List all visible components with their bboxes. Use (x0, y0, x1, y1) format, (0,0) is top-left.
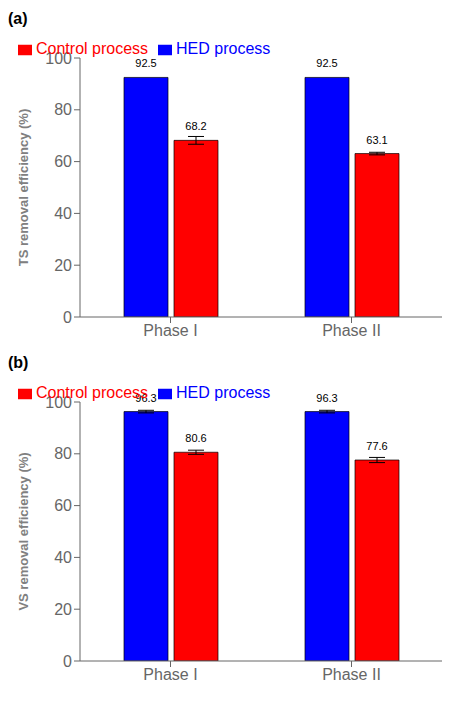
svg-text:Phase II: Phase II (322, 666, 381, 683)
svg-text:60: 60 (54, 153, 72, 170)
svg-text:Phase I: Phase I (143, 322, 197, 339)
svg-text:92.5: 92.5 (135, 57, 156, 69)
svg-text:40: 40 (54, 549, 72, 566)
svg-text:0: 0 (63, 309, 72, 326)
svg-text:100: 100 (45, 50, 72, 67)
svg-text:40: 40 (54, 205, 72, 222)
svg-text:68.2: 68.2 (185, 120, 206, 132)
svg-text:80: 80 (54, 445, 72, 462)
svg-text:96.3: 96.3 (316, 392, 337, 404)
svg-text:92.5: 92.5 (316, 57, 337, 69)
svg-text:VS removal efficiency (%): VS removal efficiency (%) (16, 452, 31, 610)
svg-text:0: 0 (63, 653, 72, 670)
svg-text:77.6: 77.6 (366, 440, 387, 452)
svg-text:Phase I: Phase I (143, 666, 197, 683)
svg-text:20: 20 (54, 601, 72, 618)
svg-text:100: 100 (45, 394, 72, 411)
svg-text:63.1: 63.1 (366, 134, 387, 146)
svg-text:Phase II: Phase II (322, 322, 381, 339)
svg-text:60: 60 (54, 497, 72, 514)
svg-text:TS removal efficiency (%): TS removal efficiency (%) (16, 109, 31, 267)
svg-text:96.3: 96.3 (135, 392, 156, 404)
svg-text:80.6: 80.6 (185, 432, 206, 444)
svg-text:20: 20 (54, 257, 72, 274)
svg-text:80: 80 (54, 101, 72, 118)
